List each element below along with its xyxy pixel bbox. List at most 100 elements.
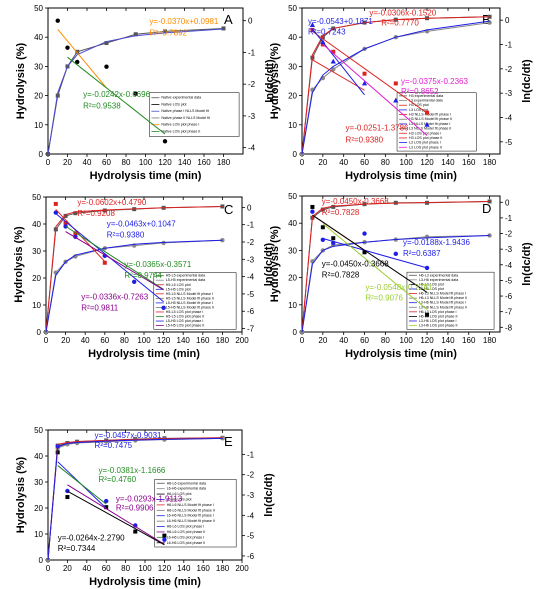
y-tick-label: 0 bbox=[293, 328, 298, 337]
data-point bbox=[133, 32, 138, 37]
y-tick-label: 40 bbox=[288, 219, 297, 228]
data-point bbox=[393, 97, 399, 103]
y-tick-label: 50 bbox=[288, 192, 297, 201]
series bbox=[301, 234, 490, 333]
series-line bbox=[65, 231, 164, 291]
x-tick-label: 120 bbox=[420, 158, 434, 167]
x-tick-label: 120 bbox=[158, 158, 172, 167]
series bbox=[45, 239, 223, 333]
data-point bbox=[320, 225, 325, 230]
y-tick-label: 10 bbox=[34, 121, 43, 130]
legend-entry: L5-H5 LOS plot bbox=[166, 287, 191, 291]
data-point bbox=[162, 537, 167, 542]
legend-entry: H6-L3 LOS plot phase I bbox=[419, 310, 457, 314]
x-tick-label: 0 bbox=[46, 158, 51, 167]
annotation: y=-0.0242x-0.6696 bbox=[83, 90, 150, 99]
legend-entry: L3 NLLS Model fit phase II bbox=[409, 127, 451, 131]
data-point bbox=[331, 67, 336, 72]
y2-tick-label: -1 bbox=[247, 221, 255, 230]
series bbox=[301, 200, 490, 333]
x-tick-label: 100 bbox=[400, 158, 414, 167]
annotation: y=-0.0381x-1.1666 bbox=[98, 466, 165, 475]
series bbox=[53, 210, 166, 310]
y2-axis-label: ln(dc/dt) bbox=[263, 242, 275, 286]
x-tick-label: 0 bbox=[300, 158, 305, 167]
y2-tick-label: -1 bbox=[505, 214, 513, 223]
x-tick-label: 20 bbox=[318, 158, 327, 167]
annotation: R²=0.7344 bbox=[58, 544, 96, 553]
data-point bbox=[310, 209, 315, 214]
y-axis-label: Hydrolysis (%) bbox=[269, 225, 281, 302]
legend-frame bbox=[154, 479, 237, 548]
y2-tick-label: -7 bbox=[247, 325, 255, 334]
x-axis-label: Hydrolysis time (min) bbox=[345, 348, 457, 360]
y2-tick-label: -4 bbox=[247, 511, 255, 520]
y2-axis-label: ln(dc/dt) bbox=[264, 59, 276, 103]
annotation: R²=0.7892 bbox=[149, 29, 187, 38]
legend-entry: H6-L6 LOS plot bbox=[167, 492, 192, 496]
series bbox=[57, 28, 107, 89]
annotation: y=-0.0306x-0.1520 bbox=[369, 8, 436, 17]
panel-letter: E bbox=[224, 434, 233, 449]
x-tick-label: 60 bbox=[100, 336, 109, 345]
x-tick-label: 140 bbox=[178, 158, 192, 167]
x-tick-label: 160 bbox=[196, 336, 210, 345]
y-tick-label: 10 bbox=[32, 301, 41, 310]
x-tick-label: 140 bbox=[441, 158, 455, 167]
series-line bbox=[67, 490, 165, 546]
y2-tick-label: -4 bbox=[505, 261, 513, 270]
series bbox=[312, 59, 365, 91]
y2-tick-label: -7 bbox=[505, 308, 513, 317]
legend-entry: Native LOS plot phase II bbox=[161, 129, 200, 133]
legend-frame bbox=[153, 272, 237, 330]
annotation: R²=0.9380 bbox=[107, 231, 145, 240]
panel-e: 0 20 40 60 80 100 120 140 160 180 200 0 10 20 30 40 50 -1… bbox=[15, 426, 275, 588]
y2-tick-label: -3 bbox=[505, 89, 513, 98]
x-tick-label: 180 bbox=[217, 158, 231, 167]
legend-entry: H6-L6 NLLS Model fit phase II bbox=[167, 508, 215, 512]
annotation: y=-0.0365x-0.3571 bbox=[124, 260, 191, 269]
legend-entry: L5-H5 NLLS Model fit phase I bbox=[166, 301, 213, 305]
panel-b: 0 20 40 60 80 100 120 140 160 180 0 10 20 30 40 50 0 -1 -2… bbox=[269, 4, 533, 182]
legend-entry: L6-H6 LOS plot bbox=[167, 497, 192, 501]
annotation: R²=0.7475 bbox=[95, 441, 133, 450]
series bbox=[322, 43, 428, 136]
y2-tick-label: -2 bbox=[247, 238, 255, 247]
legend-entry: L3 experimental data bbox=[409, 99, 443, 103]
data-point bbox=[393, 251, 398, 257]
series bbox=[65, 225, 164, 290]
data-point bbox=[424, 122, 430, 127]
data-point bbox=[320, 35, 325, 40]
legend: Native experimental data Native LOS plot N… bbox=[149, 92, 240, 137]
annotation: R²=0.9208 bbox=[77, 209, 115, 218]
panel-d: 0 20 40 60 80 100 120 140 160 180 0 10 20 30 40 50 0 -1 -2… bbox=[269, 192, 533, 360]
series bbox=[312, 30, 428, 114]
data-point bbox=[310, 27, 315, 32]
legend-entry: H6-L3 LOS plot phase II bbox=[419, 314, 458, 318]
annotation: y=-0.0370x+0.0981 bbox=[149, 17, 218, 26]
x-tick-label: 80 bbox=[381, 158, 390, 167]
legend-entry: H5-L5 LOS plot phase I bbox=[166, 310, 204, 314]
series bbox=[45, 205, 223, 333]
data-point bbox=[163, 29, 167, 34]
series-line bbox=[47, 28, 224, 155]
data-point bbox=[330, 58, 336, 64]
x-tick-label: 140 bbox=[177, 336, 191, 345]
series bbox=[67, 484, 165, 545]
legend-entry: H6-L3 LOS plot bbox=[419, 282, 444, 286]
x-tick-label: 20 bbox=[63, 158, 72, 167]
annotation: R²=0.9906 bbox=[116, 504, 154, 513]
series-line bbox=[57, 465, 107, 505]
y2-tick-label: -2 bbox=[505, 65, 513, 74]
annotation: y=-0.0375x-0.2363 bbox=[401, 77, 468, 86]
y2-tick-label: 0 bbox=[505, 16, 510, 25]
data-point bbox=[55, 18, 60, 23]
x-tick-label: 80 bbox=[121, 564, 130, 573]
x-tick-label: 80 bbox=[381, 336, 390, 345]
data-point bbox=[221, 26, 226, 31]
series-line bbox=[67, 484, 165, 545]
data-point bbox=[75, 49, 80, 54]
x-tick-label: 160 bbox=[197, 564, 211, 573]
data-point bbox=[73, 211, 78, 216]
